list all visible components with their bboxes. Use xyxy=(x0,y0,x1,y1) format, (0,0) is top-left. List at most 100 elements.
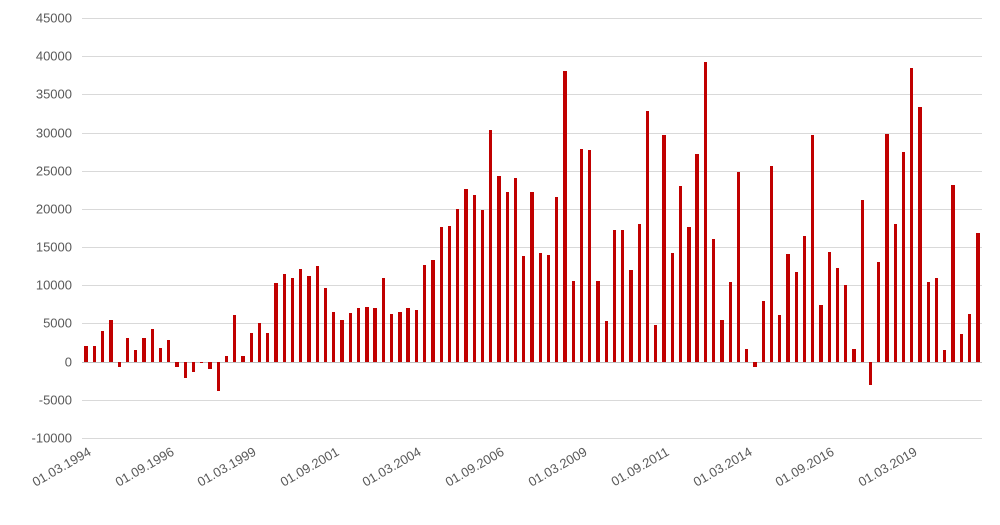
bar xyxy=(613,230,616,362)
bar xyxy=(530,192,533,362)
bar xyxy=(671,253,674,361)
bar xyxy=(910,68,913,361)
gridline xyxy=(82,18,982,19)
bar xyxy=(332,312,335,362)
bar xyxy=(167,340,170,361)
bar xyxy=(621,230,624,361)
bar xyxy=(291,278,294,362)
y-tick-label: 35000 xyxy=(0,87,72,102)
bar xyxy=(687,227,690,361)
x-tick-label: 01.03.2009 xyxy=(525,444,589,490)
bar xyxy=(819,305,822,362)
bar xyxy=(803,236,806,361)
bar xyxy=(522,256,525,361)
x-tick-label: 01.03.2019 xyxy=(855,444,919,490)
bar xyxy=(415,310,418,362)
bar xyxy=(960,334,963,361)
x-tick-label: 01.03.2014 xyxy=(690,444,754,490)
bar xyxy=(142,338,145,362)
bar xyxy=(497,176,500,362)
bar xyxy=(885,134,888,362)
gridline xyxy=(82,400,982,401)
bar xyxy=(258,323,261,362)
bar xyxy=(762,301,765,361)
bar xyxy=(398,312,401,362)
bar xyxy=(390,314,393,362)
bar xyxy=(93,346,96,362)
gridline xyxy=(82,171,982,172)
bar xyxy=(588,150,591,362)
bar xyxy=(473,195,476,361)
bar xyxy=(357,308,360,361)
bar xyxy=(605,321,608,361)
y-tick-label: 20000 xyxy=(0,201,72,216)
bar xyxy=(844,285,847,362)
x-tick-label: 01.09.2006 xyxy=(443,444,507,490)
bar xyxy=(307,276,310,362)
bar xyxy=(729,282,732,361)
bar xyxy=(349,313,352,362)
bar xyxy=(225,356,228,361)
y-tick-label: -5000 xyxy=(0,392,72,407)
bar xyxy=(283,274,286,362)
bar xyxy=(274,283,277,362)
y-tick-label: 40000 xyxy=(0,49,72,64)
bar xyxy=(340,320,343,362)
bar xyxy=(365,307,368,362)
bar xyxy=(151,329,154,362)
bar xyxy=(126,338,129,362)
bar xyxy=(704,62,707,362)
bar xyxy=(431,260,434,362)
bar xyxy=(828,252,831,361)
x-tick-label: 01.09.2001 xyxy=(277,444,341,490)
y-tick-label: 0 xyxy=(0,354,72,369)
bar xyxy=(662,135,665,362)
bar xyxy=(101,331,104,362)
bar xyxy=(629,270,632,362)
bar xyxy=(406,308,409,361)
bar xyxy=(638,224,641,361)
bar xyxy=(894,224,897,361)
bar xyxy=(811,135,814,362)
bar xyxy=(84,346,87,361)
bar xyxy=(184,362,187,378)
gridline xyxy=(82,438,982,439)
bar xyxy=(250,333,253,361)
bar xyxy=(795,272,798,362)
bar xyxy=(869,362,872,386)
bar xyxy=(448,226,451,361)
bar xyxy=(836,268,839,362)
y-tick-label: -10000 xyxy=(0,431,72,446)
y-tick-label: 45000 xyxy=(0,11,72,26)
gridline xyxy=(82,56,982,57)
gridline xyxy=(82,94,982,95)
bar xyxy=(118,362,121,367)
bar xyxy=(175,362,178,367)
bar xyxy=(976,233,979,361)
bar xyxy=(506,192,509,362)
y-tick-label: 30000 xyxy=(0,125,72,140)
x-tick-label: 01.09.1996 xyxy=(112,444,176,490)
bar-chart: -10000-500005000100001500020000250003000… xyxy=(0,0,1000,525)
bar xyxy=(745,349,748,362)
bar xyxy=(679,186,682,362)
x-tick-label: 01.09.2011 xyxy=(609,444,672,489)
bar xyxy=(852,349,855,361)
bar xyxy=(489,130,492,361)
bar xyxy=(217,362,220,392)
bar xyxy=(109,320,112,362)
bar xyxy=(778,315,781,362)
bar xyxy=(877,262,880,362)
bar xyxy=(968,314,971,361)
bar xyxy=(208,362,211,370)
bar xyxy=(563,71,566,361)
bar xyxy=(572,281,575,361)
bar xyxy=(241,356,244,362)
bar xyxy=(514,178,517,362)
y-axis-labels: -10000-500005000100001500020000250003000… xyxy=(0,0,72,525)
x-tick-label: 01.09.2016 xyxy=(773,444,837,490)
bar xyxy=(192,362,195,372)
bar xyxy=(695,154,698,362)
bar xyxy=(712,239,715,362)
bar xyxy=(316,266,319,361)
